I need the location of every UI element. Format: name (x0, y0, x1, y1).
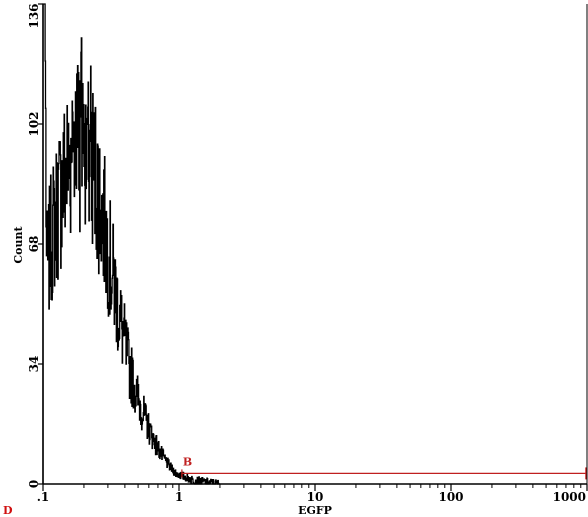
y-tick-label: 136 (27, 3, 41, 28)
gate-label: B (183, 455, 192, 468)
gate-b: B (181, 455, 587, 480)
histogram-line (42, 3, 221, 485)
panel-label: D (3, 504, 13, 517)
y-tick-label: 68 (27, 236, 41, 253)
x-tick-label: 10 (307, 490, 324, 504)
y-axis-label: Count (12, 225, 25, 263)
x-axis-label: EGFP (298, 504, 332, 517)
x-tick-label: .1 (37, 490, 50, 504)
y-tick-label: 34 (27, 356, 41, 373)
x-tick-label: 1000 (553, 490, 586, 504)
y-tick-label: 0 (27, 480, 41, 488)
x-tick-label: 100 (438, 490, 463, 504)
tick-marks (38, 3, 588, 491)
tick-labels: .1 1 10 100 1000 0 34 68 102 136 (27, 3, 586, 504)
y-tick-label: 102 (27, 111, 41, 136)
x-tick-label: 1 (175, 490, 183, 504)
histogram-trace (42, 3, 221, 485)
